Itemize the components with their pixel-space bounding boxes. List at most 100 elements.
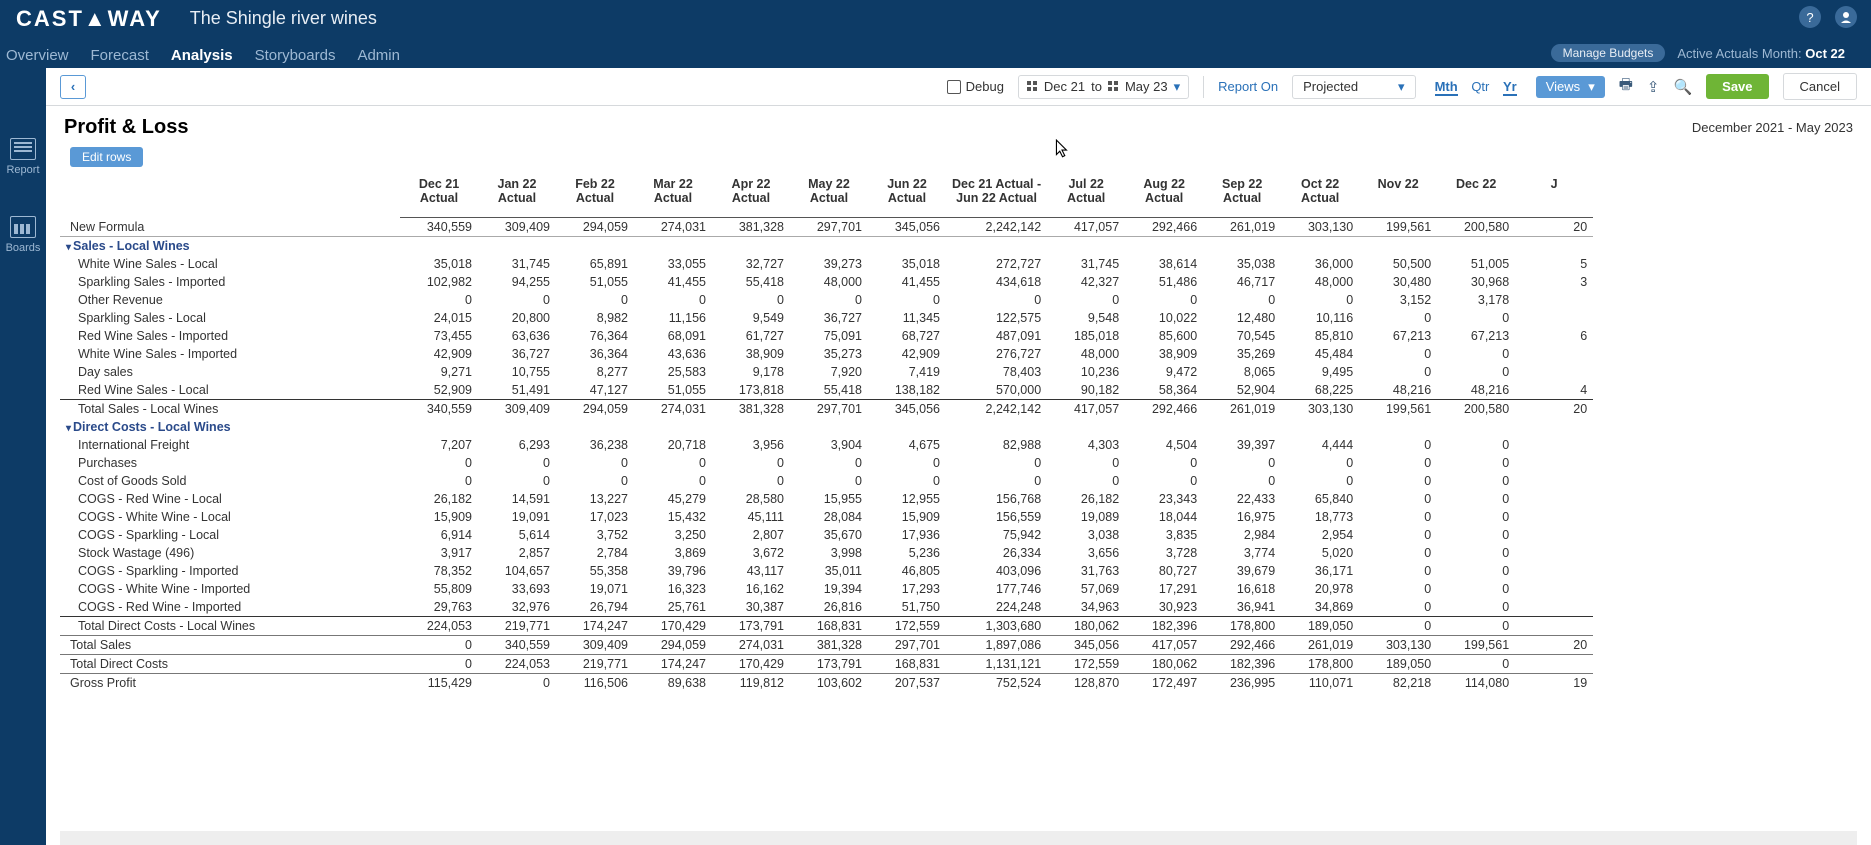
cell[interactable]: 8,277 <box>556 363 634 381</box>
cell[interactable]: 0 <box>634 472 712 490</box>
cell[interactable]: 19,091 <box>478 508 556 526</box>
cell[interactable]: 0 <box>1437 309 1515 327</box>
table-row[interactable]: ▾Sales - Local Wines <box>60 237 1593 256</box>
cell[interactable]: 20 <box>1515 400 1593 419</box>
cell[interactable]: 38,909 <box>1125 345 1203 363</box>
cell[interactable]: 51,055 <box>634 381 712 400</box>
cell[interactable]: 173,818 <box>712 381 790 400</box>
table-row[interactable]: Total Direct Costs0224,053219,771174,247… <box>60 655 1593 674</box>
cell[interactable]: 68,091 <box>634 327 712 345</box>
cell[interactable]: 303,130 <box>1281 400 1359 419</box>
cell[interactable]: 55,358 <box>556 562 634 580</box>
cell[interactable]: 0 <box>868 291 946 309</box>
cell[interactable]: 0 <box>1359 562 1437 580</box>
cell[interactable]: 0 <box>712 454 790 472</box>
cell[interactable]: 55,418 <box>712 273 790 291</box>
cell[interactable]: 6 <box>1515 327 1593 345</box>
table-row[interactable]: COGS - Sparkling - Local6,9145,6143,7523… <box>60 526 1593 544</box>
cell[interactable]: 122,575 <box>946 309 1047 327</box>
period-yr[interactable]: Yr <box>1503 79 1517 96</box>
column-header[interactable]: J <box>1515 175 1593 218</box>
cell[interactable]: 345,056 <box>868 218 946 237</box>
cell[interactable]: 80,727 <box>1125 562 1203 580</box>
cell[interactable] <box>1515 454 1593 472</box>
export-icon[interactable]: ⇪ <box>1647 78 1660 96</box>
cell[interactable]: 47,127 <box>556 381 634 400</box>
cell[interactable]: 434,618 <box>946 273 1047 291</box>
cell[interactable] <box>1515 418 1593 436</box>
column-header[interactable]: Dec 21 Actual -Jun 22 Actual <box>946 175 1047 218</box>
cell[interactable]: 0 <box>1359 436 1437 454</box>
cell[interactable] <box>1125 418 1203 436</box>
cell[interactable]: 0 <box>1437 598 1515 617</box>
cell[interactable]: 0 <box>556 291 634 309</box>
cell[interactable]: 0 <box>1125 291 1203 309</box>
cell[interactable]: 173,791 <box>712 617 790 636</box>
cell[interactable]: 16,162 <box>712 580 790 598</box>
table-row[interactable]: Day sales9,27110,7558,27725,5839,1787,92… <box>60 363 1593 381</box>
cell[interactable]: 15,909 <box>868 508 946 526</box>
cell[interactable]: 8,982 <box>556 309 634 327</box>
cell[interactable] <box>1515 562 1593 580</box>
cell[interactable]: 42,327 <box>1047 273 1125 291</box>
views-button[interactable]: Views ▾ <box>1536 76 1605 98</box>
cell[interactable]: 51,491 <box>478 381 556 400</box>
cell[interactable]: 38,909 <box>712 345 790 363</box>
cell[interactable]: 25,583 <box>634 363 712 381</box>
cell[interactable] <box>1515 237 1593 256</box>
cell[interactable]: 0 <box>946 291 1047 309</box>
cell[interactable]: 173,791 <box>790 655 868 674</box>
cell[interactable] <box>1515 345 1593 363</box>
cell[interactable]: 1,131,121 <box>946 655 1047 674</box>
cell[interactable]: 0 <box>712 291 790 309</box>
cell[interactable]: 178,800 <box>1203 617 1281 636</box>
cell[interactable]: 26,334 <box>946 544 1047 562</box>
cell[interactable]: 15,909 <box>400 508 478 526</box>
cell[interactable]: 65,891 <box>556 255 634 273</box>
cell[interactable]: 0 <box>478 454 556 472</box>
cell[interactable]: 39,679 <box>1203 562 1281 580</box>
cell[interactable] <box>1203 237 1281 256</box>
cell[interactable]: 172,497 <box>1125 674 1203 693</box>
cell[interactable] <box>556 237 634 256</box>
cell[interactable]: 261,019 <box>1281 636 1359 655</box>
nav-overview[interactable]: Overview <box>6 47 69 64</box>
cell[interactable]: 20,800 <box>478 309 556 327</box>
cell[interactable] <box>1515 436 1593 454</box>
cell[interactable]: 75,091 <box>790 327 868 345</box>
cell[interactable]: 65,840 <box>1281 490 1359 508</box>
cell[interactable]: 3,728 <box>1125 544 1203 562</box>
cell[interactable]: 9,495 <box>1281 363 1359 381</box>
cell[interactable]: 9,472 <box>1125 363 1203 381</box>
cell[interactable]: 110,071 <box>1281 674 1359 693</box>
cell[interactable]: 170,429 <box>634 617 712 636</box>
cell[interactable]: 294,059 <box>556 218 634 237</box>
cell[interactable]: 17,023 <box>556 508 634 526</box>
cell[interactable]: 48,216 <box>1437 381 1515 400</box>
cell[interactable]: 0 <box>478 291 556 309</box>
cell[interactable] <box>478 418 556 436</box>
cell[interactable]: 58,364 <box>1125 381 1203 400</box>
cell[interactable]: 89,638 <box>634 674 712 693</box>
cell[interactable]: 41,455 <box>634 273 712 291</box>
cell[interactable]: 128,870 <box>1047 674 1125 693</box>
cell[interactable]: 0 <box>1359 490 1437 508</box>
cell[interactable]: 381,328 <box>712 400 790 419</box>
cell[interactable]: 0 <box>790 454 868 472</box>
cell[interactable]: 0 <box>1359 472 1437 490</box>
nav-storyboards[interactable]: Storyboards <box>255 47 336 64</box>
cell[interactable]: 381,328 <box>712 218 790 237</box>
cell[interactable]: 236,995 <box>1203 674 1281 693</box>
cell[interactable]: 45,279 <box>634 490 712 508</box>
cell[interactable]: 297,701 <box>790 218 868 237</box>
cell[interactable]: 7,207 <box>400 436 478 454</box>
cell[interactable] <box>400 418 478 436</box>
cell[interactable]: 3,998 <box>790 544 868 562</box>
cell[interactable]: 3,672 <box>712 544 790 562</box>
cell[interactable]: 309,409 <box>556 636 634 655</box>
cell[interactable] <box>1359 237 1437 256</box>
cell[interactable]: 182,396 <box>1203 655 1281 674</box>
cancel-button[interactable]: Cancel <box>1783 73 1857 100</box>
cell[interactable]: 0 <box>400 636 478 655</box>
cell[interactable]: 0 <box>1437 544 1515 562</box>
